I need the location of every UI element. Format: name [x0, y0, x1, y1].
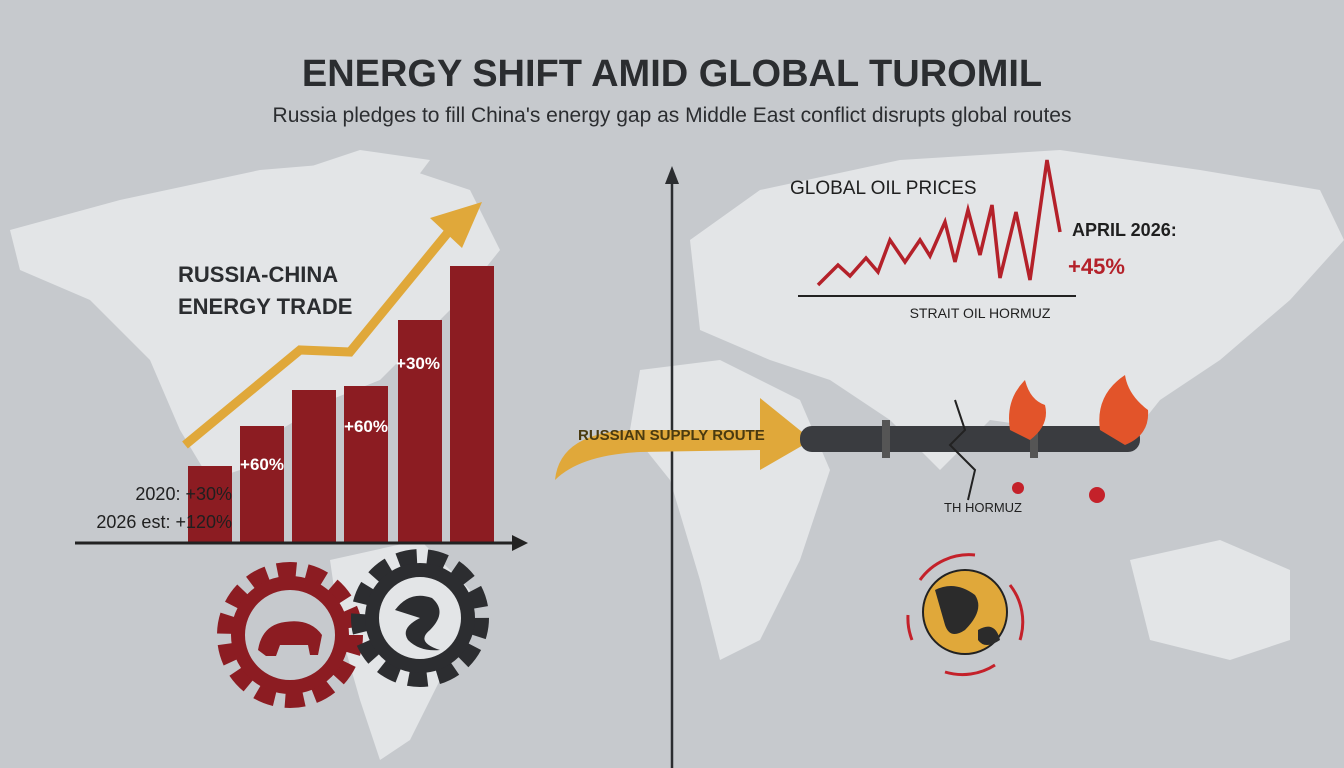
blast-icon — [1089, 487, 1105, 503]
china-gear — [351, 549, 489, 687]
bar — [344, 386, 388, 542]
trade-title: RUSSIA-CHINA — [178, 262, 338, 287]
route-label: RUSSIAN SUPPLY ROUTE — [578, 427, 765, 444]
bars — [188, 266, 494, 542]
pipeline — [800, 426, 1140, 452]
hormuz-label: TH HORMUZ — [944, 500, 1022, 515]
globe-icon — [906, 553, 1025, 677]
subtitle: Russia pledges to fill China's energy ga… — [273, 104, 1072, 127]
title: ENERGY SHIFT AMID GLOBAL TUROMIL — [302, 53, 1042, 95]
bar — [398, 320, 442, 542]
route-arrow — [555, 398, 812, 480]
oil-change: +45% — [1068, 254, 1125, 279]
oil-title: GLOBAL OIL PRICES — [790, 178, 977, 199]
bar — [292, 390, 336, 542]
divider-arrowhead — [665, 166, 679, 184]
fire — [1099, 375, 1149, 445]
bar — [240, 426, 284, 542]
oil-axis-label: STRAIT OIL HORMUZ — [910, 305, 1051, 321]
trade-note: 2026 est: +120% — [96, 512, 232, 532]
oil-price-line — [816, 159, 1062, 287]
bar — [450, 266, 494, 542]
trade-note: 2020: +30% — [135, 484, 232, 504]
bar-label: +60% — [344, 417, 388, 436]
trend-arrow — [182, 227, 454, 449]
pipe-crack — [948, 399, 977, 501]
axis-arrowhead — [512, 535, 528, 551]
pipe-joint — [1030, 420, 1038, 458]
oil-date: APRIL 2026: — [1072, 220, 1177, 240]
russia-gear — [217, 562, 363, 708]
trend-arrowhead — [430, 202, 482, 248]
fire — [1009, 380, 1046, 440]
blast-icon — [1012, 482, 1024, 494]
pipe-joint — [882, 420, 890, 458]
trade-title: ENERGY TRADE — [178, 294, 352, 319]
bar-label: +30% — [396, 354, 440, 373]
bar — [188, 466, 232, 542]
bar-label: +60% — [240, 455, 284, 474]
